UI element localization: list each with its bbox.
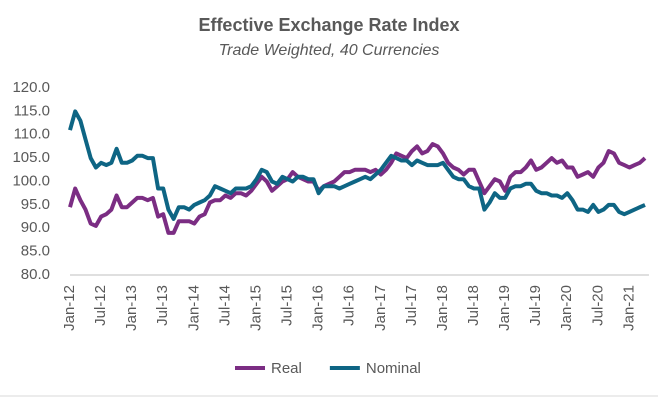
x-tick-label: Jul-16 [341, 285, 358, 326]
x-tick-label: Jul-13 [154, 285, 171, 326]
y-tick-label: 95.0 [21, 196, 50, 213]
x-tick-label: Jul-19 [527, 285, 544, 326]
x-tick-label: Jul-17 [403, 285, 420, 326]
x-tick-label: Jul-14 [216, 285, 233, 326]
x-tick-label: Jan-20 [558, 285, 575, 331]
x-tick-label: Jan-17 [372, 285, 389, 331]
chart-subtitle: Trade Weighted, 40 Currencies [219, 42, 440, 59]
x-tick-label: Jan-13 [123, 285, 140, 331]
y-tick-label: 100.0 [12, 172, 50, 189]
x-tick-label: Jul-18 [465, 285, 482, 326]
x-tick-label: Jan-15 [247, 285, 264, 331]
y-tick-label: 115.0 [14, 102, 50, 119]
x-tick-label: Jan-16 [310, 285, 327, 331]
y-tick-label: 80.0 [21, 266, 50, 283]
y-tick-label: 85.0 [21, 243, 50, 260]
x-tick-label: Jan-21 [620, 285, 637, 331]
chart-title: Effective Exchange Rate Index [198, 15, 459, 35]
x-tick-label: Jan-12 [61, 285, 78, 331]
x-tick-label: Jan-19 [496, 285, 513, 331]
y-tick-label: 120.0 [12, 79, 50, 96]
x-tick-label: Jan-14 [185, 285, 202, 331]
y-tick-label: 110.0 [14, 126, 50, 143]
y-tick-label: 90.0 [21, 219, 50, 236]
legend-label: Real [271, 360, 302, 377]
series-line [68, 109, 646, 221]
x-tick-label: Jul-12 [92, 285, 109, 326]
x-tick-label: Jul-15 [279, 285, 296, 326]
legend-label: Nominal [366, 360, 421, 377]
x-tick-label: Jan-18 [434, 285, 451, 331]
y-tick-label: 105.0 [12, 149, 50, 166]
series-line [68, 142, 647, 235]
x-tick-label: Jul-20 [589, 285, 606, 326]
